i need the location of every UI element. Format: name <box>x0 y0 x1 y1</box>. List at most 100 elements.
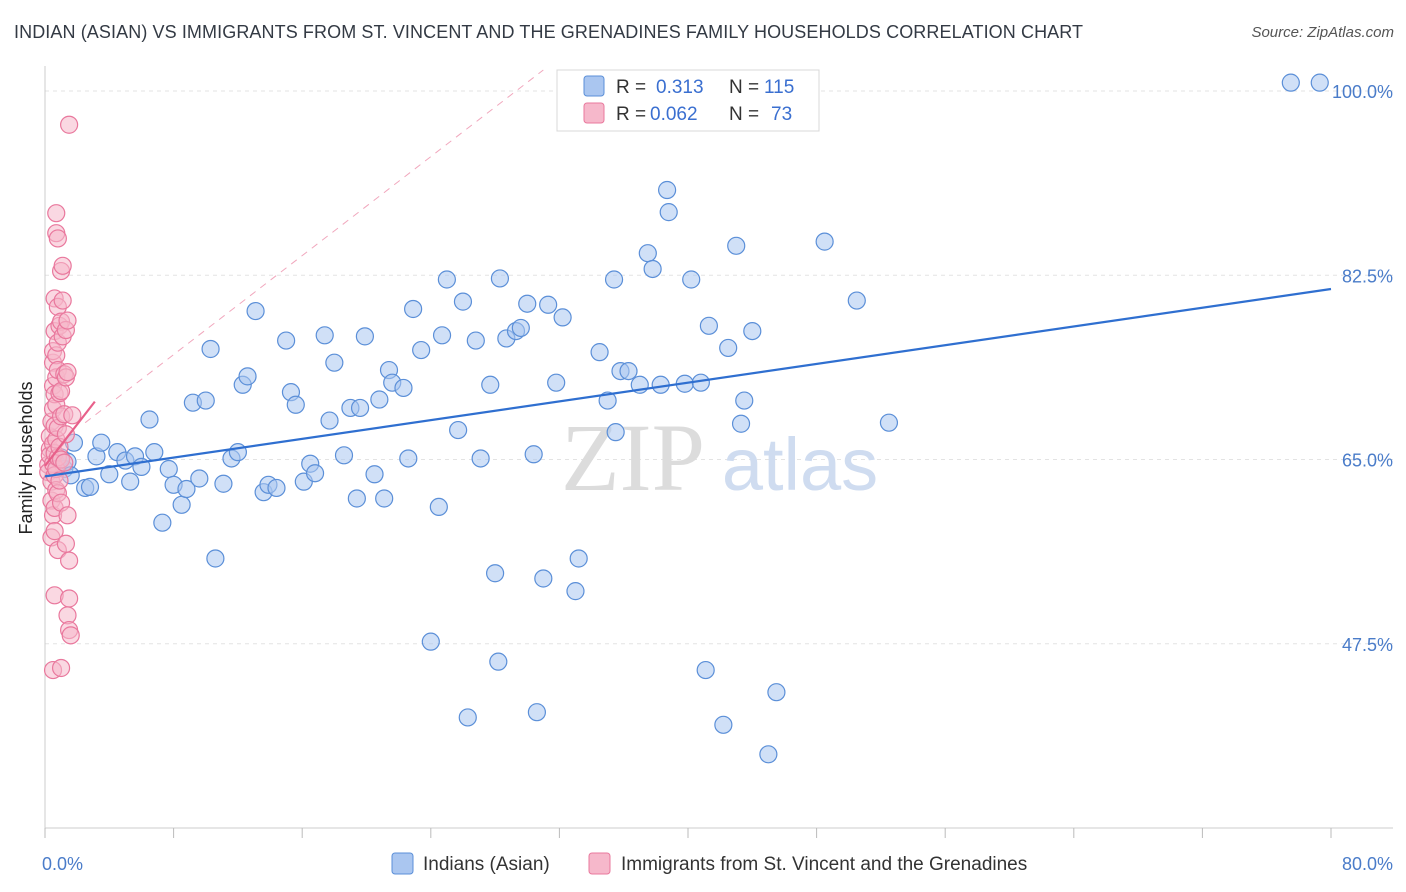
indian-asian-point <box>518 294 537 313</box>
y-tick-label: 82.5% <box>1342 266 1393 286</box>
st-vincent-trend-line <box>44 400 96 467</box>
indian-asian-point <box>527 703 546 722</box>
indian-asian-point <box>767 683 786 702</box>
indian-asian-point <box>432 326 452 345</box>
indian-asian-point <box>267 478 286 498</box>
indian-asian-point <box>727 236 746 255</box>
indian-asian-point <box>847 291 866 310</box>
indian-asian-point <box>638 244 657 263</box>
legend-n-value-blue: 115 <box>764 77 794 98</box>
st-vincent-point <box>45 522 64 541</box>
indian-asian-point <box>606 423 625 442</box>
watermark-atlas: atlas <box>722 423 878 506</box>
series-name-pink: Immigrants from St. Vincent and the Gren… <box>621 854 1027 875</box>
indian-asian-point <box>196 391 215 410</box>
indian-asian-point <box>238 367 257 386</box>
indian-asian-point <box>1281 73 1300 92</box>
reference-line <box>84 69 544 424</box>
indian-asian-point <box>347 489 366 508</box>
indian-asian-point <box>172 495 191 514</box>
y-tick-label: 100.0% <box>1332 82 1393 102</box>
indian-asian-point <box>553 308 572 327</box>
st-vincent-point <box>60 589 79 608</box>
st-vincent-point <box>50 471 69 490</box>
st-vincent-point <box>63 406 82 425</box>
indian-asian-point <box>100 465 119 484</box>
indian-asian-point <box>375 489 394 508</box>
indian-asian-point <box>489 652 508 671</box>
indian-asian-point <box>466 331 485 350</box>
st-vincent-point <box>48 229 67 248</box>
indian-asian-point <box>140 410 159 429</box>
indian-asian-point <box>145 443 164 462</box>
indian-asian-point <box>190 469 209 488</box>
indian-asian-point <box>305 464 325 483</box>
indian-asian-point <box>201 339 220 359</box>
indian-asian-point <box>547 373 566 392</box>
st-vincent-point <box>60 551 79 570</box>
indian-asian-point <box>246 301 265 321</box>
indian-asian-point <box>743 321 762 341</box>
indian-asian-point <box>177 479 196 499</box>
indian-asian-point <box>590 343 609 362</box>
indian-asian-point <box>453 292 473 311</box>
indian-asian-point <box>719 338 738 358</box>
st-vincent-point <box>55 453 74 472</box>
indian-asian-point <box>315 326 334 345</box>
legend-swatch-blue <box>583 75 605 97</box>
indian-asian-point <box>350 398 370 418</box>
st-vincent-point <box>53 291 72 310</box>
st-vincent-point <box>60 115 79 134</box>
indian-asian-point <box>437 270 456 289</box>
indian-asian-point <box>429 497 448 517</box>
indian-asian-point <box>696 660 715 680</box>
series-name-blue: Indians (Asian) <box>423 854 550 875</box>
indian-asian-point <box>286 395 305 414</box>
indian-asian-point <box>490 269 510 288</box>
indian-asian-point <box>228 443 247 462</box>
identity-reference-line <box>84 69 544 424</box>
indian-asian-point <box>481 375 500 394</box>
indian-asian-point <box>566 582 585 601</box>
indian-asian-point <box>735 391 754 410</box>
x-tick-label-min: 0.0% <box>42 854 83 874</box>
legend-r-value-pink: 0.062 <box>650 104 698 125</box>
series-swatch-blue <box>391 852 414 875</box>
indian-asian-point <box>658 180 677 200</box>
st-vincent-point <box>56 425 75 444</box>
indian-asian-point <box>214 474 233 493</box>
st-vincent-point <box>61 626 80 645</box>
series-legend: Indians (Asian) Immigrants from St. Vinc… <box>391 852 1027 875</box>
stats-legend: R = 0.313 N = 115 R = 0.062 N = 73 <box>556 69 820 132</box>
indian-asian-point <box>370 390 389 409</box>
indian-asian-point <box>619 361 638 381</box>
trend-lines <box>44 287 1332 478</box>
indian-asian-point <box>879 413 899 432</box>
indian-asian-point <box>206 549 225 568</box>
st-vincent-point <box>53 256 72 275</box>
indian-asian-point <box>365 465 384 484</box>
st-vincent-point <box>58 506 77 525</box>
y-tick-label: 47.5% <box>1342 635 1393 655</box>
st-vincent-point <box>58 311 77 330</box>
indian-asian-point <box>412 340 431 360</box>
indian-asian-point <box>399 449 418 468</box>
indian-asian-point <box>449 420 468 440</box>
indian-asian-point <box>121 472 140 491</box>
indian-asian-point <box>731 414 751 433</box>
legend-swatch-pink <box>583 102 605 124</box>
legend-n-value-pink: 73 <box>771 104 792 125</box>
chart-title: INDIAN (ASIAN) VS IMMIGRANTS FROM ST. VI… <box>14 22 1084 42</box>
legend-n-label-pink: N = <box>729 104 759 125</box>
indian-asian-point <box>159 459 178 479</box>
indian-asian-point <box>421 632 440 651</box>
indian-asian-point <box>511 318 530 338</box>
indian-asian-point <box>682 270 701 289</box>
indian-asian-point <box>524 445 543 464</box>
legend-r-label-pink: R = <box>616 104 646 125</box>
watermark: ZIP atlas <box>561 404 878 511</box>
indian-asian-point <box>355 327 374 346</box>
legend-r-value-blue: 0.313 <box>656 77 704 98</box>
indian-asian-point <box>277 331 296 350</box>
